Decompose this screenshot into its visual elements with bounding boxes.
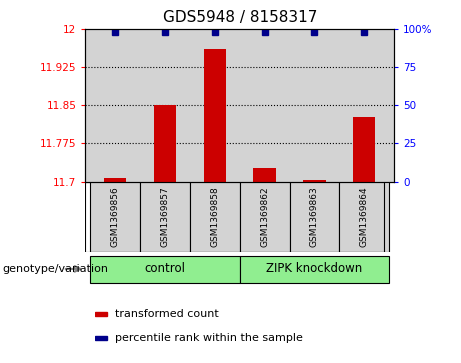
Text: GSM1369864: GSM1369864	[360, 187, 369, 247]
Bar	[204, 49, 226, 182]
Bar	[339, 182, 389, 252]
Bar	[290, 182, 339, 252]
Bar	[190, 182, 240, 252]
Bar	[254, 168, 276, 182]
Bar	[154, 105, 176, 182]
Bar	[95, 312, 107, 316]
Text: genotype/variation: genotype/variation	[2, 264, 108, 274]
Bar	[90, 256, 240, 284]
Bar	[353, 117, 375, 182]
Bar	[240, 182, 290, 252]
Text: transformed count: transformed count	[115, 309, 219, 319]
Bar	[90, 182, 140, 252]
Title: GDS5948 / 8158317: GDS5948 / 8158317	[163, 10, 317, 25]
Text: GSM1369856: GSM1369856	[111, 187, 120, 247]
Bar	[104, 179, 126, 182]
Text: GSM1369857: GSM1369857	[160, 187, 170, 247]
Text: ZIPK knockdown: ZIPK knockdown	[266, 262, 362, 276]
Bar	[140, 182, 190, 252]
Bar	[95, 336, 107, 340]
Text: GSM1369858: GSM1369858	[210, 187, 219, 247]
Text: GSM1369862: GSM1369862	[260, 187, 269, 247]
Text: GSM1369863: GSM1369863	[310, 187, 319, 247]
Bar	[240, 256, 389, 284]
Bar	[303, 180, 325, 182]
Text: percentile rank within the sample: percentile rank within the sample	[115, 333, 303, 343]
Text: control: control	[144, 262, 185, 276]
